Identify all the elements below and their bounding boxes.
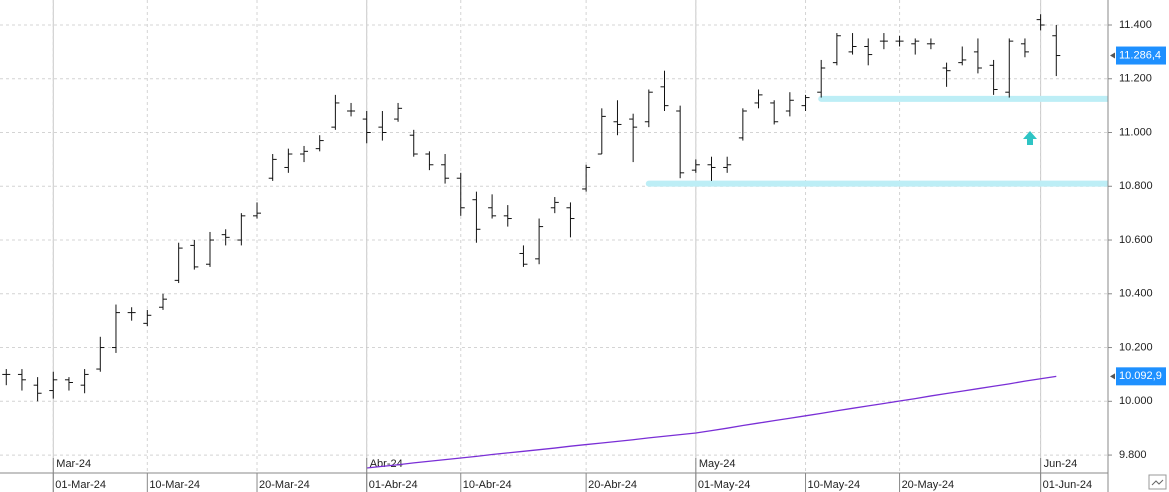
x-tick-label: 01-May-24	[698, 479, 751, 491]
y-tick-label: 11.000	[1119, 126, 1152, 138]
x-tick-label: 10-Mar-24	[149, 479, 200, 491]
x-tick-label: 01-Mar-24	[55, 479, 106, 491]
y-tick-label: 10.200	[1119, 341, 1153, 353]
corner-icon	[1151, 479, 1164, 486]
y-tick-label: 11.200	[1119, 73, 1152, 85]
price-tag	[1116, 46, 1166, 65]
plot-area: Mar-24 Abr-24 May-24 Jun-24 01-Mar-24 10-Mar-…	[0, 0, 1108, 491]
x-tick-label: 20-Abr-24	[588, 479, 637, 491]
month-label: Mar-24	[56, 458, 91, 470]
x-tick-label: 10-Abr-24	[463, 479, 512, 491]
y-tick-label: 9.800	[1119, 449, 1147, 461]
price-tag-pointer	[1110, 373, 1115, 380]
price-tag-pointer	[1110, 52, 1115, 59]
price-tag-label: 10.092,9	[1119, 370, 1162, 382]
price-tag-label: 11.286,4	[1119, 49, 1161, 61]
price-tag	[1116, 367, 1166, 386]
y-tick-label: 10.000	[1119, 395, 1153, 407]
x-tick-label: 01-Abr-24	[369, 479, 418, 491]
x-tick-label: 20-May-24	[902, 479, 955, 491]
y-tick-label: 10.400	[1119, 288, 1153, 300]
x-tick-label: 01-Jun-24	[1043, 479, 1093, 491]
x-tick-label: 20-Mar-24	[259, 479, 310, 491]
moving-average-line	[366, 375, 1057, 469]
month-label: Abr-24	[370, 458, 403, 470]
up-arrow	[1023, 131, 1037, 145]
month-label: Jun-24	[1044, 458, 1078, 470]
y-tick-label: 10.600	[1119, 234, 1153, 246]
y-tick-label: 11.400	[1119, 19, 1152, 31]
month-label: May-24	[699, 458, 736, 470]
y-tick-label: 10.800	[1119, 180, 1153, 192]
x-tick-label: 10-May-24	[808, 479, 861, 491]
